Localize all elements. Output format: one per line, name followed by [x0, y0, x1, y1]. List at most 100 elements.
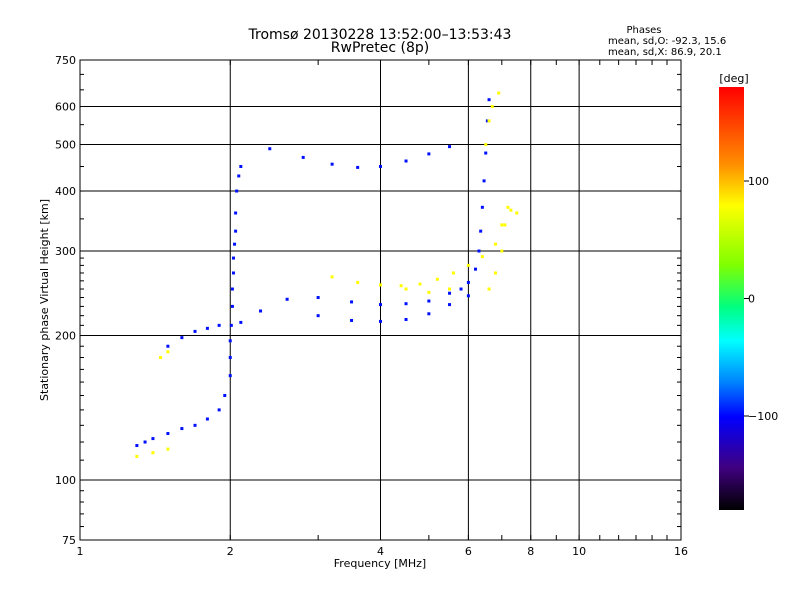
data-point-x: [509, 208, 513, 212]
data-point-o: [379, 319, 382, 323]
data-point-x: [404, 287, 408, 291]
colorbar: [719, 87, 744, 510]
data-point-o: [379, 164, 382, 168]
data-point-o: [166, 432, 170, 436]
data-point-o: [350, 300, 354, 304]
data-point-o: [427, 299, 431, 303]
colorbar-ticks: 100 0 −100: [744, 175, 778, 423]
data-point-o: [448, 145, 452, 149]
data-point-o: [466, 294, 470, 298]
data-point-o: [230, 304, 234, 308]
data-point-o: [217, 408, 221, 412]
data-point-x: [494, 271, 498, 275]
data-point-o: [228, 355, 232, 359]
data-point-x: [166, 350, 170, 354]
x-tick-label: 4: [377, 545, 384, 558]
data-point-o: [233, 242, 237, 246]
y-tick-label: 100: [55, 474, 76, 487]
data-point-o: [487, 98, 491, 102]
data-point-o: [229, 323, 233, 327]
y-tick-label: 600: [55, 101, 76, 114]
data-point-o: [485, 119, 489, 123]
data-point-o: [427, 152, 431, 156]
data-point-o: [205, 326, 209, 330]
y-tick-label: 400: [55, 185, 76, 198]
data-point-o: [479, 229, 483, 233]
colorbar-tick-label: 0: [748, 293, 755, 306]
data-point-o: [228, 339, 232, 343]
data-point-o: [466, 280, 470, 284]
chart-title: Tromsø 20130228 13:52:00–13:53:43: [248, 27, 512, 43]
data-point-o: [379, 303, 382, 307]
x-tick-label: 16: [674, 545, 688, 558]
data-point-o: [285, 297, 289, 301]
data-point-x: [435, 277, 439, 281]
data-point-o: [316, 314, 320, 318]
y-axis-ticks: 75 100 200 300 400 500 600 750: [55, 54, 681, 547]
data-point-o: [237, 174, 241, 178]
x-tick-label: 10: [572, 545, 586, 558]
data-point-o: [217, 323, 221, 327]
x-axis-label: Frequency [MHz]: [334, 557, 426, 570]
data-point-o: [404, 159, 408, 163]
data-point-o: [230, 287, 234, 291]
data-point-x: [379, 283, 382, 287]
data-point-o: [228, 374, 232, 378]
data-point-o: [235, 189, 239, 193]
data-point-o: [480, 205, 484, 209]
data-point-x: [166, 447, 170, 451]
data-point-o: [484, 151, 488, 155]
data-point-o: [234, 229, 238, 233]
data-point-o: [193, 329, 197, 333]
data-point-x: [135, 454, 139, 458]
data-point-x: [487, 287, 491, 291]
x-tick-label: 8: [527, 545, 534, 558]
data-point-x: [515, 211, 519, 215]
stats-title: Phases: [626, 25, 661, 36]
colorbar-tick-label: −100: [748, 410, 778, 423]
data-point-o: [234, 211, 238, 215]
data-point-o: [239, 164, 243, 168]
data-point-o: [193, 423, 197, 427]
x-axis-ticks: 1 2 4 6 8 10 16: [77, 60, 688, 558]
data-point-o: [151, 437, 155, 441]
data-point-o: [259, 309, 263, 313]
y-axis-label: Stationary phase Virtual Height [km]: [38, 199, 51, 401]
data-point-o: [143, 440, 147, 444]
data-point-o: [231, 256, 235, 260]
x-tick-label: 1: [77, 545, 84, 558]
grid-lines: [80, 60, 681, 540]
data-point-o: [301, 155, 305, 159]
stats-line-x: mean, sd,X: 86.9, 20.1: [608, 47, 722, 58]
data-point-o: [459, 287, 463, 291]
data-point-x: [503, 223, 507, 227]
chart-subtitle: RwPretec (8p): [331, 40, 429, 56]
data-point-x: [494, 242, 498, 246]
data-point-x: [330, 275, 334, 279]
data-point-o: [180, 336, 184, 340]
data-point-o: [356, 165, 360, 169]
data-point-x: [159, 355, 163, 359]
data-point-x: [484, 143, 488, 147]
data-point-o: [239, 320, 243, 324]
data-point-x: [500, 249, 504, 253]
data-point-o: [482, 179, 486, 183]
data-point-x: [490, 105, 494, 109]
y-tick-label: 75: [62, 534, 76, 547]
data-point-o: [350, 318, 354, 322]
data-point-x: [466, 263, 470, 267]
data-point-o: [316, 296, 320, 300]
y-tick-label: 750: [55, 54, 76, 67]
data-point-x: [427, 290, 431, 294]
data-point-o: [231, 271, 235, 275]
data-point-o: [223, 394, 227, 398]
data-point-x: [487, 119, 491, 123]
data-point-o: [404, 317, 408, 321]
data-point-x: [448, 287, 452, 291]
data-point-o: [477, 249, 481, 253]
x-tick-label: 6: [465, 545, 472, 558]
data-point-o: [166, 344, 170, 348]
data-point-x: [451, 271, 455, 275]
data-point-o: [135, 444, 139, 448]
